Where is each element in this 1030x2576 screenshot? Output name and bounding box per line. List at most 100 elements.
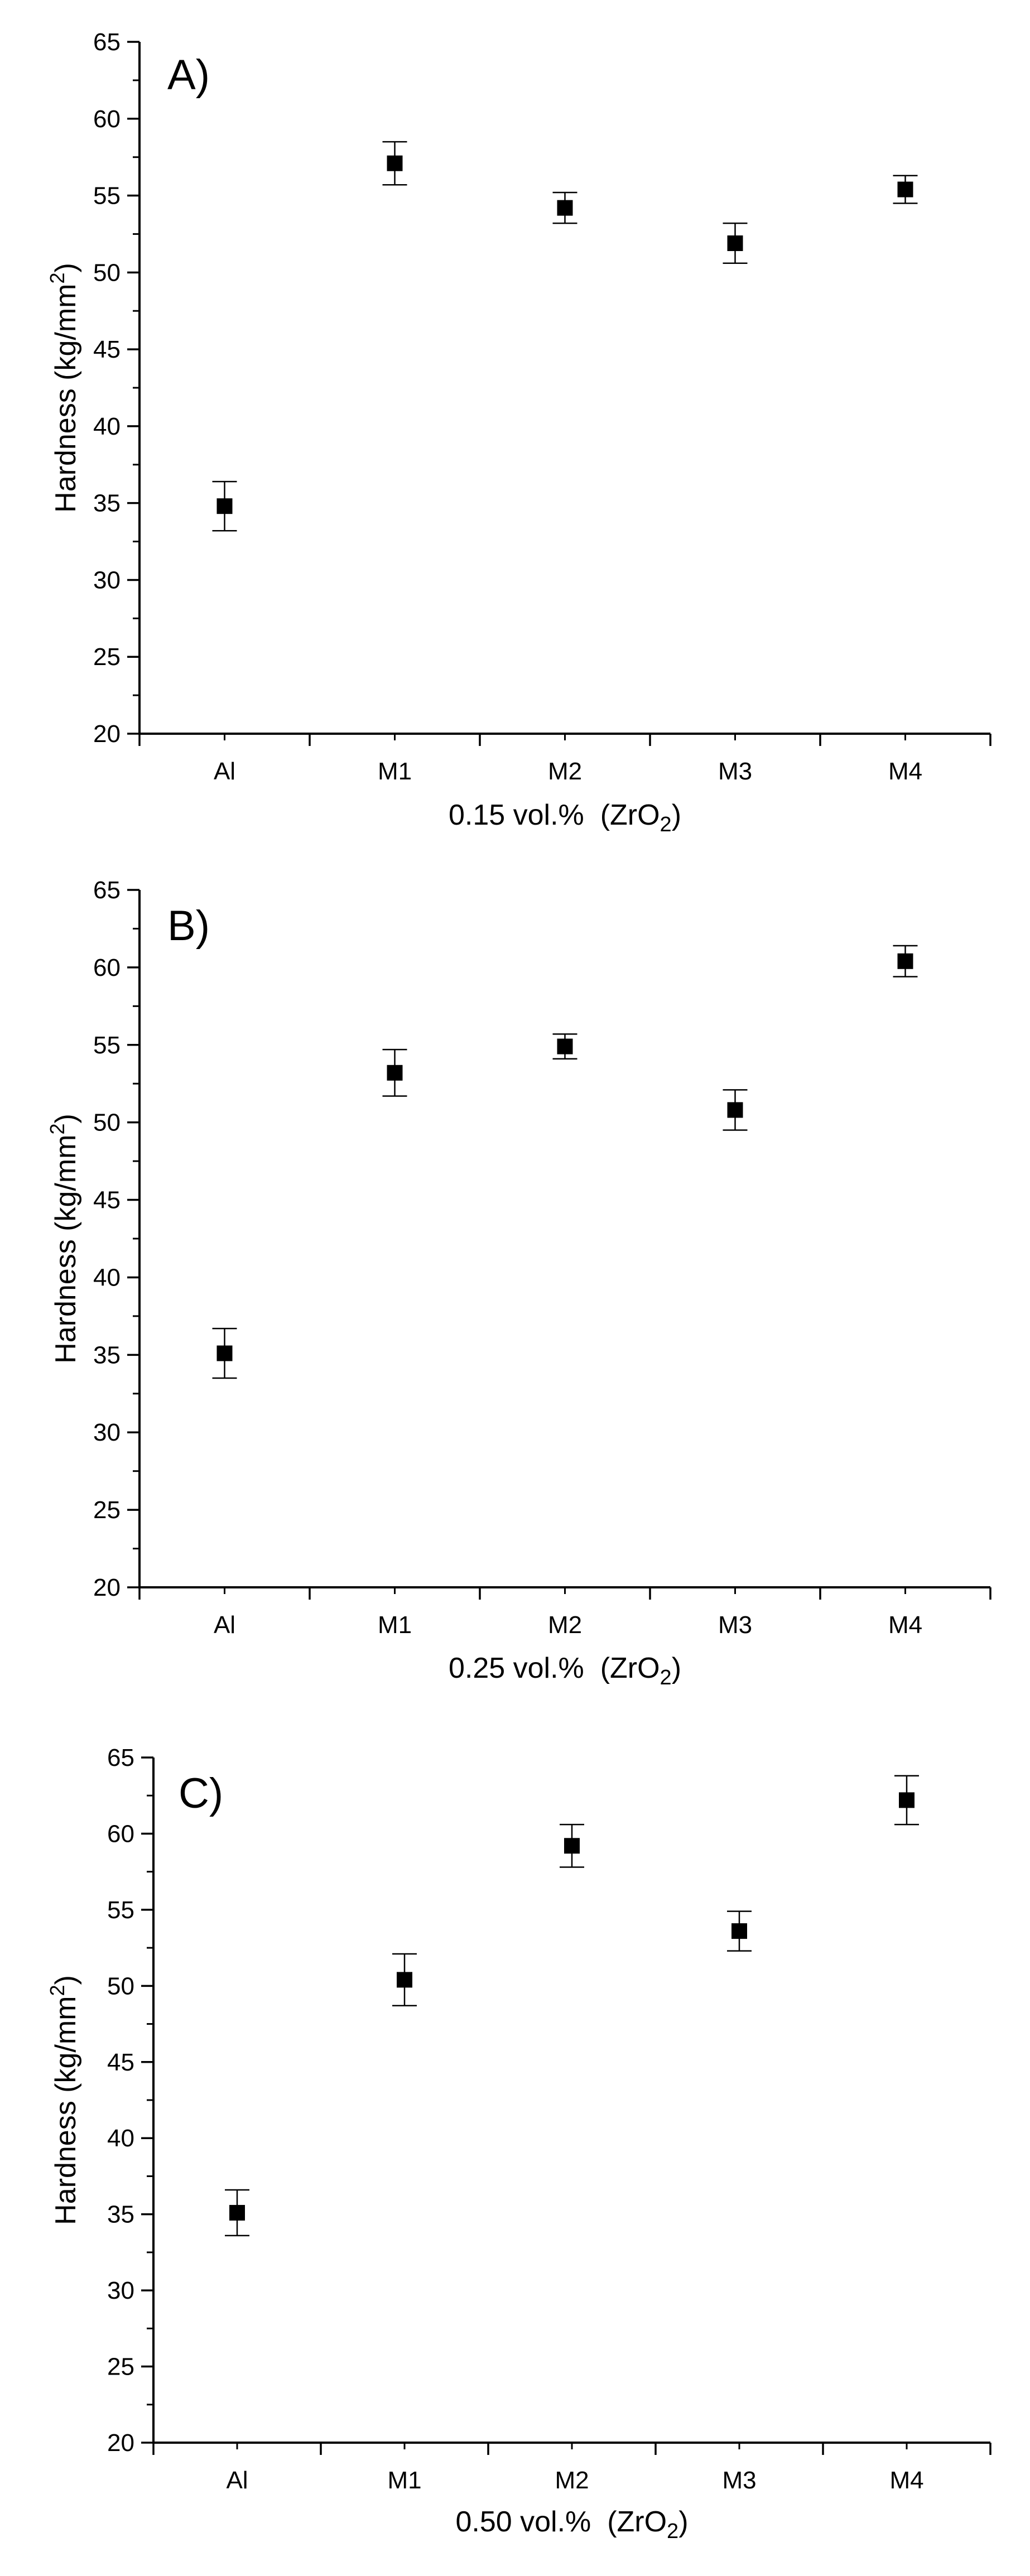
data-point-m1	[382, 141, 407, 186]
x-tick-label: M2	[548, 758, 582, 785]
data-point-m2	[552, 1033, 577, 1060]
data-marker	[229, 2204, 245, 2221]
x-axis-title-paren-close: )	[672, 799, 681, 831]
y-axis-title-main: Hardness (kg/mm	[50, 284, 82, 513]
data-point-al	[212, 480, 237, 532]
data-point-m1	[382, 1048, 407, 1097]
data-marker	[564, 1838, 580, 1854]
chart-panel-c: 20 25 30 35 40 45 50 55 60 65 Al M1 M2 M3 M4 C) 0.50 vol…	[0, 1724, 1030, 2576]
data-point-al	[212, 1327, 237, 1379]
x-axis-title: 0.15 vol.% (ZrO2)	[449, 799, 681, 836]
x-axis-title-paren-open: (	[584, 1652, 610, 1684]
x-tick-label: M2	[548, 1611, 582, 1639]
data-point-m3	[723, 1089, 748, 1131]
y-tick-label: 45	[93, 1187, 121, 1214]
y-axis-title-main: Hardness (kg/mm	[50, 1996, 82, 2225]
panel-label: B)	[167, 902, 210, 950]
data-marker	[397, 1972, 412, 1988]
x-axis-title: 0.50 vol.% (ZrO2)	[455, 2506, 688, 2543]
y-axis-title: Hardness (kg/mm2)	[46, 263, 82, 513]
data-marker	[897, 953, 913, 969]
y-tick-label: 35	[107, 2201, 134, 2228]
y-tick-label: 20	[107, 2429, 134, 2457]
x-axis-title-prefix: 0.50 vol.%	[455, 2506, 591, 2538]
y-axis-title-close: )	[50, 1114, 82, 1123]
x-tick-label: M3	[718, 758, 752, 785]
x-axis-title-formula: ZrO	[610, 799, 660, 831]
y-tick-label: 60	[107, 1820, 134, 1847]
data-marker	[557, 1038, 573, 1055]
x-tick-label: M3	[722, 2467, 756, 2494]
y-tick-label: 35	[93, 1341, 121, 1369]
chart-panel-b: 20 25 30 35 40 45 50 55 60 65 Al M1 M2 M3 M4 B) 0.25 vol…	[0, 845, 1030, 1724]
data-point-m4	[893, 175, 918, 204]
data-marker	[387, 155, 403, 171]
y-tick-label: 20	[93, 1574, 121, 1601]
x-axis-title-subscript: 2	[660, 1666, 672, 1689]
y-axis-title-main: Hardness (kg/mm	[50, 1135, 82, 1364]
x-tick-label: M3	[718, 1611, 752, 1639]
y-tick-label: 55	[93, 1032, 121, 1059]
x-tick-label: M1	[387, 2467, 421, 2494]
y-tick-label: 65	[107, 1744, 134, 1771]
y-tick-label: 30	[107, 2277, 134, 2304]
x-axis-title-paren-close: )	[678, 2506, 688, 2538]
x-axis-title-paren-open: (	[591, 2506, 617, 2538]
x-axis-title-prefix: 0.15 vol.%	[449, 799, 584, 831]
y-axis-title: Hardness (kg/mm2)	[46, 1114, 82, 1364]
y-tick-label: 30	[93, 1419, 121, 1446]
x-axis-title-paren-close: )	[672, 1652, 681, 1684]
data-marker	[557, 200, 573, 216]
y-tick-label: 45	[93, 336, 121, 363]
y-tick-label: 25	[93, 1496, 121, 1524]
y-tick-label: 65	[93, 877, 121, 904]
data-marker	[216, 498, 233, 514]
y-tick-label: 60	[93, 105, 121, 133]
x-axis-title: 0.25 vol.% (ZrO2)	[449, 1652, 681, 1689]
data-marker	[899, 1792, 915, 1808]
y-tick-label: 55	[107, 1896, 134, 1924]
data-point-m2	[560, 1823, 584, 1868]
y-tick-label: 40	[93, 1264, 121, 1291]
y-tick-label: 40	[107, 2125, 134, 2152]
x-axis-title-paren-open: (	[584, 799, 610, 831]
data-marker	[897, 181, 913, 198]
y-axis-title-superscript: 2	[46, 1985, 69, 1996]
data-marker	[731, 1923, 747, 1939]
data-point-m1	[392, 1953, 417, 2007]
y-tick-label: 50	[107, 1972, 134, 2000]
x-tick-label: M1	[378, 1611, 412, 1639]
data-point-m4	[894, 1775, 919, 1826]
y-tick-label: 55	[93, 182, 121, 210]
x-tick-label: M4	[888, 758, 922, 785]
data-point-al	[225, 2189, 249, 2237]
y-tick-label: 20	[93, 720, 121, 748]
y-axis-title-close: )	[50, 1975, 82, 1985]
chart-svg-c: 20 25 30 35 40 45 50 55 60 65 Al M1 M2 M3 M4 C) 0.50 vol…	[46, 1744, 992, 2543]
data-marker	[727, 1102, 743, 1118]
data-point-m4	[893, 945, 918, 978]
data-point-m3	[723, 222, 748, 264]
y-tick-label: 25	[93, 643, 121, 671]
y-axis-title-superscript: 2	[46, 1123, 69, 1134]
chart-svg-a: 20 25 30 35 40 45 50 55 60 65 Al M1 M2 M3 M4 A) 0.15 vol…	[46, 28, 992, 836]
y-tick-label: 50	[93, 1109, 121, 1137]
x-tick-label: M4	[889, 2467, 923, 2494]
y-tick-label: 35	[93, 490, 121, 517]
x-axis-title-subscript: 2	[660, 813, 672, 836]
y-tick-label: 45	[107, 2049, 134, 2076]
chart-svg-b: 20 25 30 35 40 45 50 55 60 65 Al M1 M2 M3 M4 B) 0.25 vol…	[46, 877, 992, 1689]
panel-label: A)	[167, 51, 210, 99]
y-tick-label: 40	[93, 413, 121, 440]
y-tick-label: 30	[93, 566, 121, 594]
y-axis-title-close: )	[50, 263, 82, 272]
x-axis-title-formula: ZrO	[610, 1652, 660, 1684]
chart-panel-a: 20 25 30 35 40 45 50 55 60 65 Al M1 M2 M3 M4 A) 0.15 vol…	[0, 0, 1030, 845]
y-tick-label: 50	[93, 259, 121, 286]
y-tick-label: 65	[93, 28, 121, 56]
x-tick-label: Al	[226, 2467, 248, 2494]
x-tick-label: M2	[555, 2467, 589, 2494]
data-point-m3	[727, 1910, 752, 1952]
y-tick-label: 60	[93, 954, 121, 981]
